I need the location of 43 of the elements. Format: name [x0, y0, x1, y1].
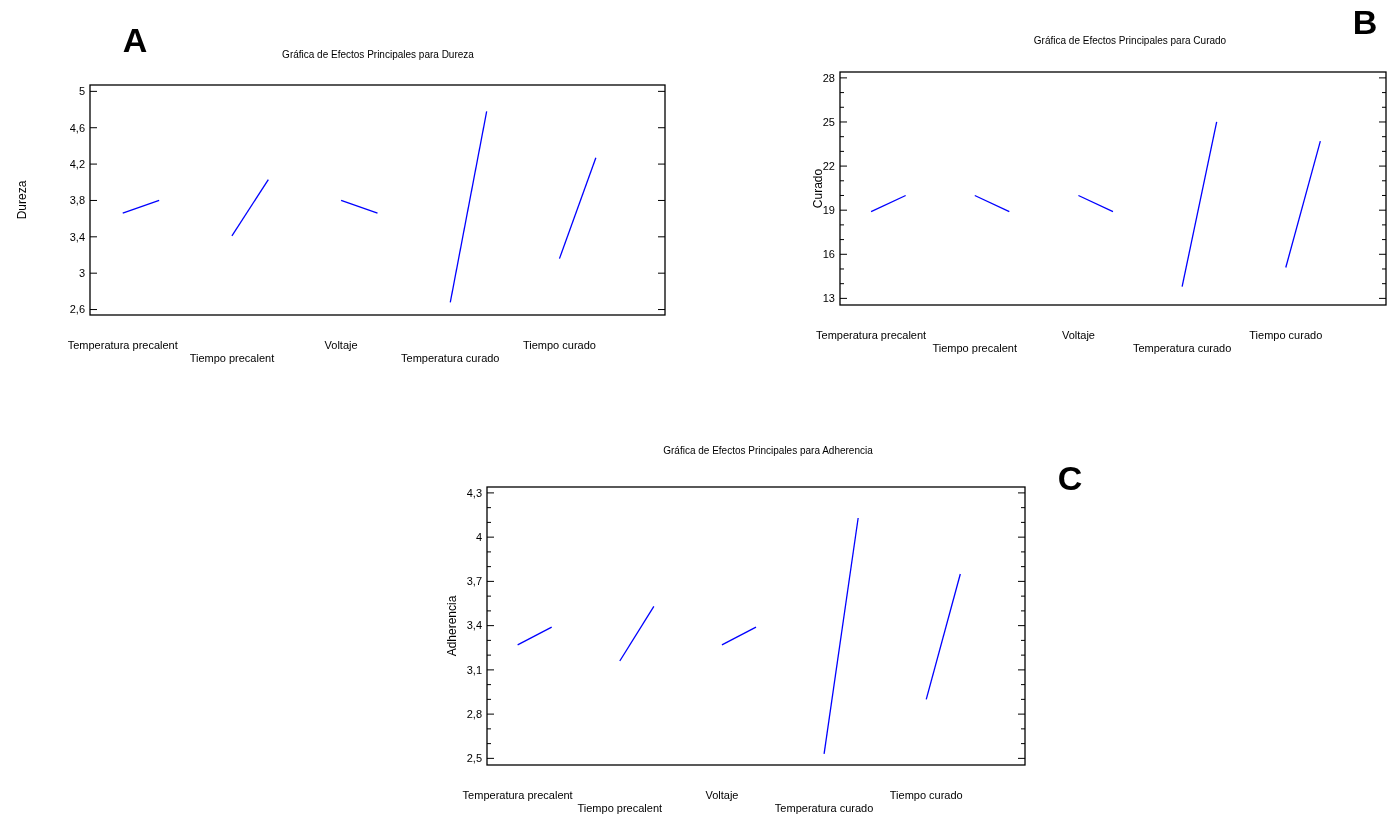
x-tick-label: Tiempo precalent	[932, 342, 1018, 354]
y-tick-label: 3	[78, 267, 85, 280]
y-tick-label: 3,7	[466, 575, 482, 588]
y-tick-label: 16	[822, 248, 835, 261]
y-tick-label: 3,8	[69, 194, 85, 207]
x-tick-label: Tiempo curado	[889, 789, 963, 801]
chart-title: Gráfica de Efectos Principales para Dureza	[282, 49, 475, 60]
x-tick-label: Voltaje	[705, 789, 739, 801]
x-tick-label: Tiempo precalent	[577, 802, 663, 814]
x-tick-label: Temperatura precalent	[67, 339, 178, 351]
y-tick-label: 13	[822, 292, 835, 305]
x-tick-label: Temperatura curado	[774, 802, 874, 814]
y-tick-label: 2,8	[466, 707, 482, 720]
chart-title: Gráfica de Efectos Principales para Curado	[1033, 35, 1227, 46]
x-tick-label: Tiempo curado	[1249, 329, 1323, 341]
y-tick-label: 4,2	[69, 157, 85, 170]
text: B	[1352, 2, 1378, 41]
y-tick-label: 5	[78, 85, 85, 98]
x-tick-label: Temperatura curado	[1132, 342, 1232, 354]
y-tick-label: 22	[822, 159, 835, 172]
y-tick-label: 2,5	[466, 752, 482, 765]
x-tick-label: Tiempo precalent	[189, 352, 275, 364]
y-tick-label: 4,3	[466, 486, 482, 499]
text: A	[122, 20, 148, 59]
text: C	[1057, 458, 1083, 497]
y-axis-title: Dureza	[15, 180, 30, 220]
y-tick-label: 19	[822, 204, 835, 217]
y-tick-label: 3,4	[69, 230, 85, 243]
y-axis-title: Adherencia	[445, 595, 460, 657]
x-tick-label: Voltaje	[324, 339, 358, 351]
x-tick-label: Temperatura curado	[401, 352, 500, 364]
x-tick-label: Temperatura precalent	[816, 329, 927, 341]
x-tick-label: Temperatura precalent	[462, 789, 573, 801]
x-tick-label: Voltaje	[1061, 329, 1095, 341]
y-tick-label: 4	[475, 530, 482, 543]
y-tick-label: 25	[822, 115, 835, 128]
y-tick-label: 28	[822, 71, 835, 84]
y-tick-label: 3,4	[466, 619, 482, 632]
y-tick-label: 2,6	[69, 303, 85, 316]
x-tick-label: Tiempo curado	[522, 339, 596, 351]
y-tick-label: 3,1	[466, 663, 482, 676]
chart-title: Gráfica de Efectos Principales para Adherencia	[663, 445, 874, 456]
y-tick-label: 4,6	[69, 121, 85, 134]
